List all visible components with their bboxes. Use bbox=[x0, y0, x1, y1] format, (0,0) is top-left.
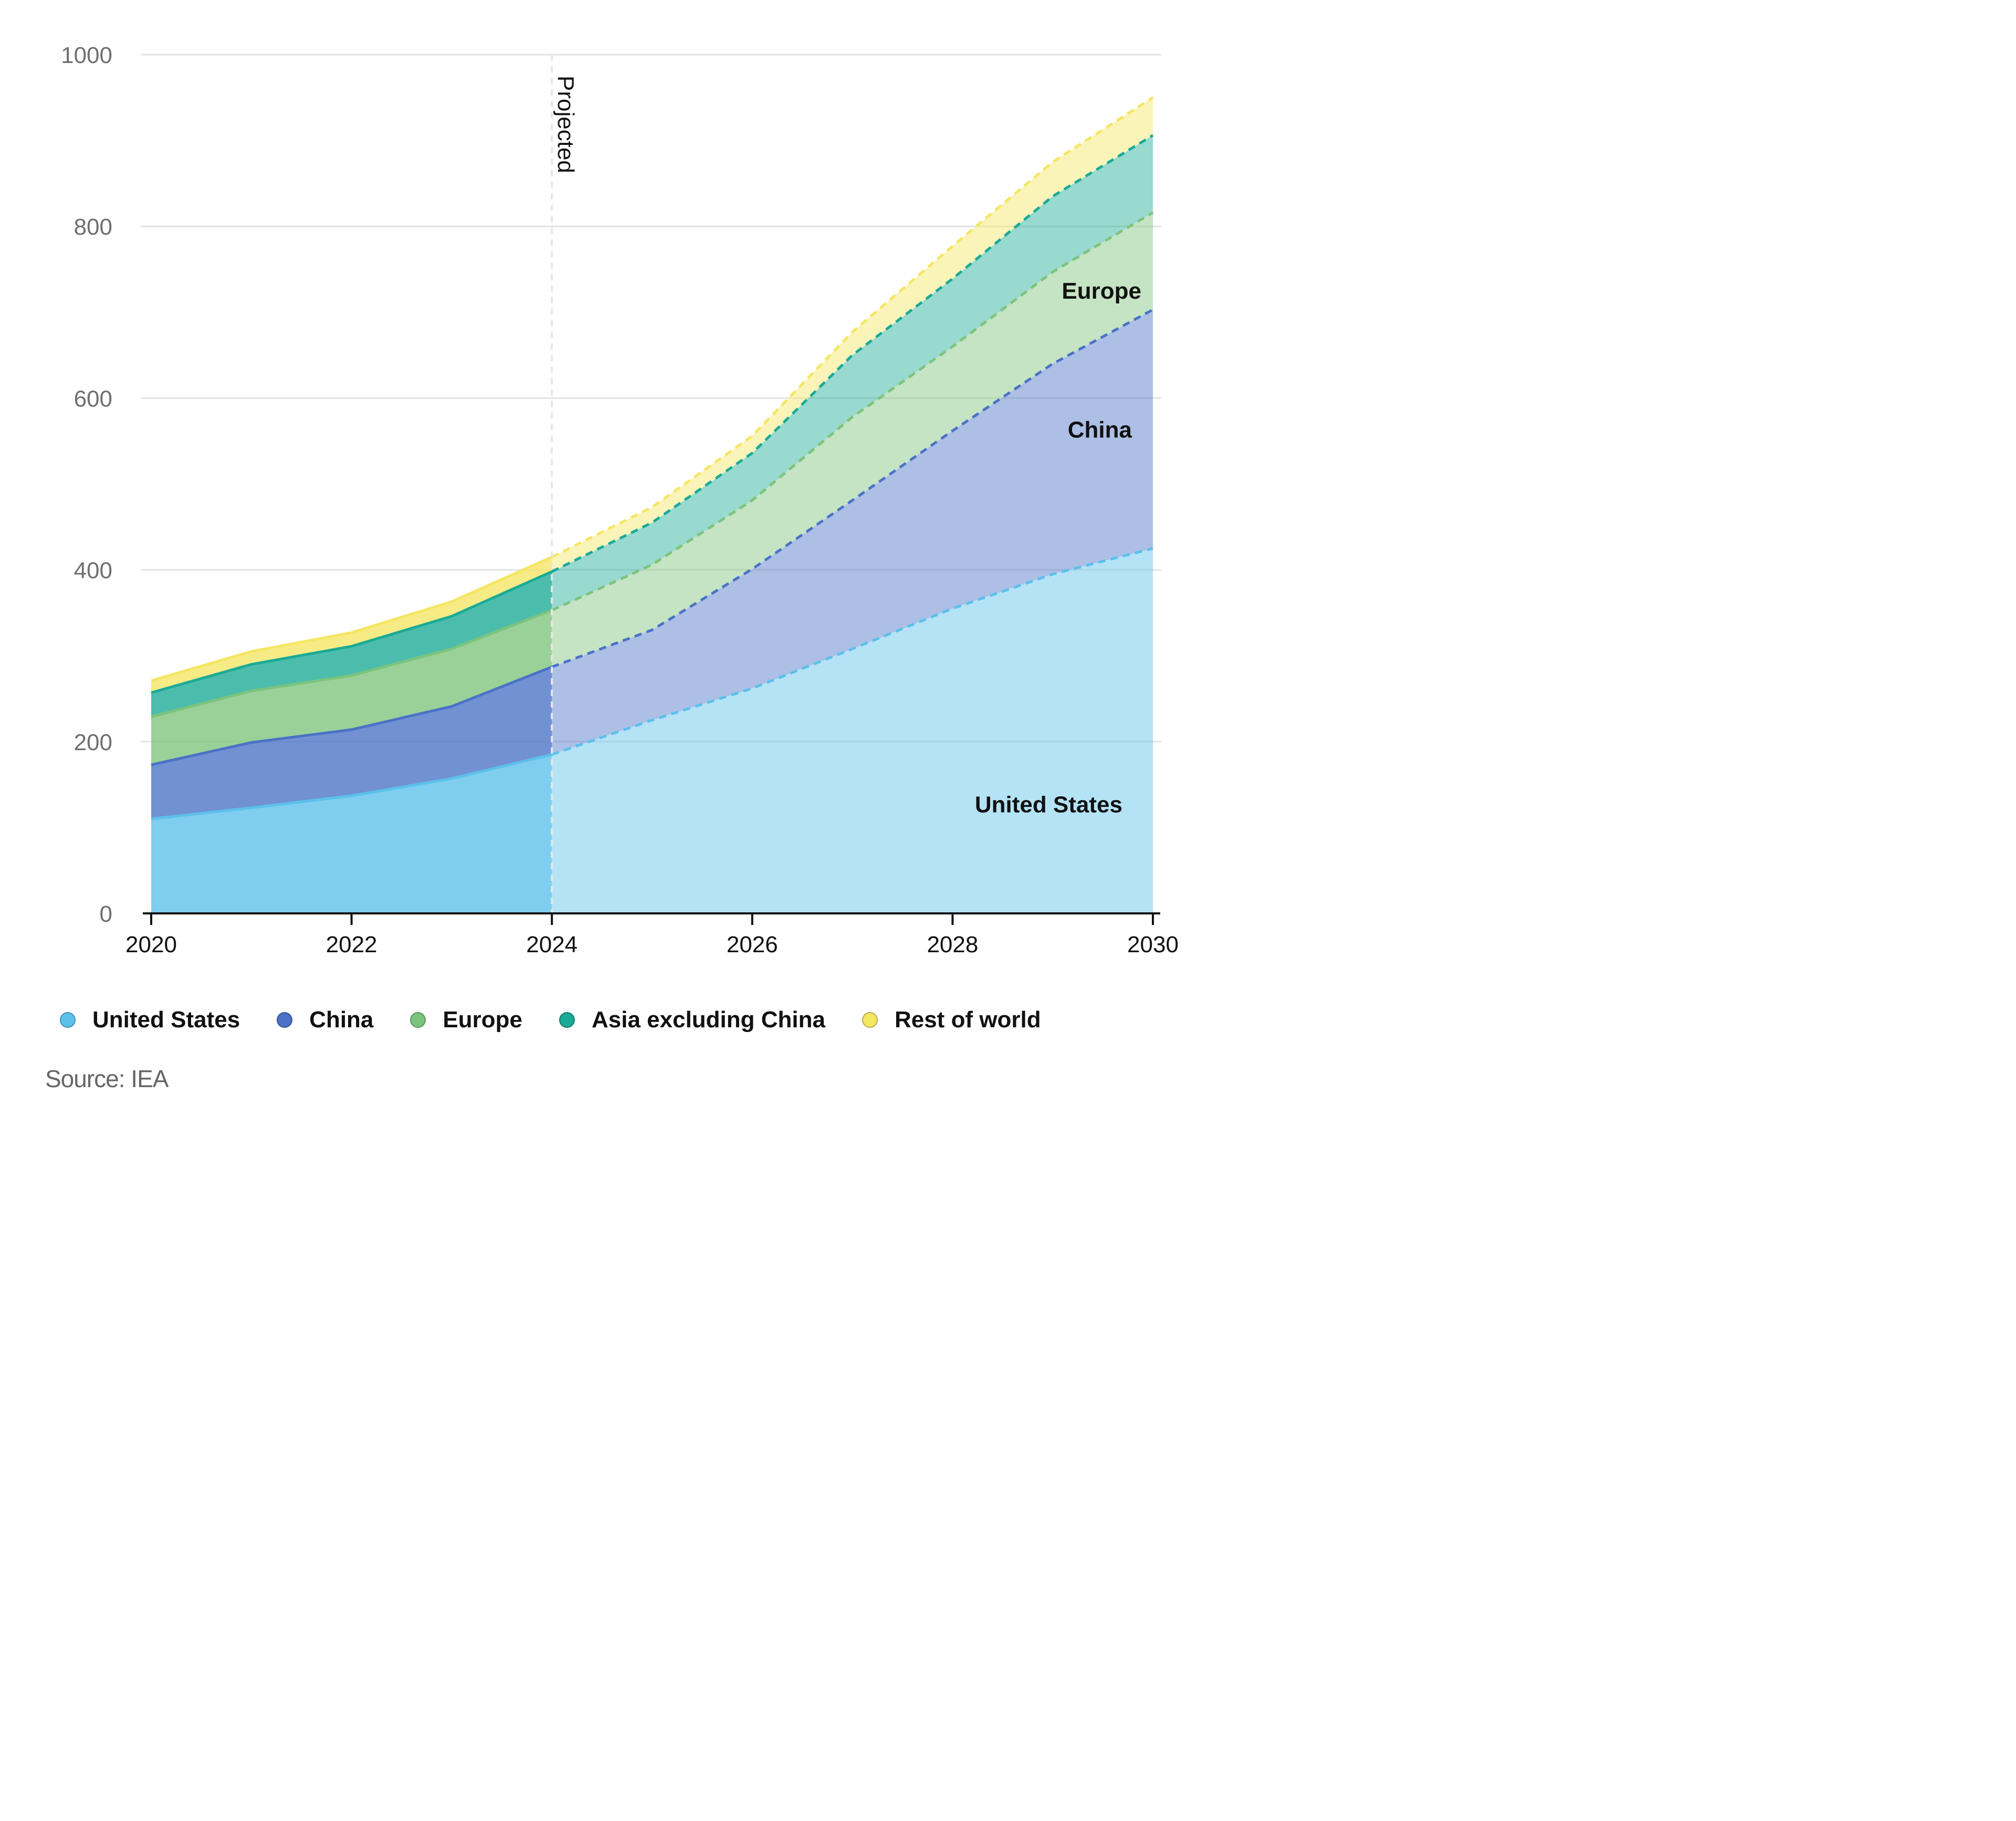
series-lines bbox=[151, 96, 1154, 820]
y-tick-label: 200 bbox=[74, 730, 112, 755]
x-tick-label: 2022 bbox=[326, 932, 377, 957]
legend-label: Europe bbox=[443, 1007, 522, 1033]
area-historical-asia-excluding-china bbox=[151, 571, 552, 717]
x-tick-label: 2020 bbox=[125, 932, 177, 957]
area-historical-china bbox=[151, 667, 552, 819]
series-areas bbox=[151, 97, 1153, 913]
y-tick-label: 400 bbox=[74, 558, 112, 584]
line-projected-united-states bbox=[551, 547, 1153, 756]
area-projected-asia-excluding-china bbox=[552, 135, 1153, 610]
y-tick-label: 600 bbox=[74, 386, 112, 412]
inline-label-china: China bbox=[1068, 417, 1132, 443]
axes bbox=[143, 912, 1160, 925]
legend-label: Asia excluding China bbox=[591, 1007, 825, 1033]
area-historical-rest-of-world bbox=[151, 557, 552, 693]
area-projected-china bbox=[552, 309, 1153, 755]
line-historical-asia-excluding-china bbox=[151, 570, 553, 694]
legend-label: Rest of world bbox=[894, 1007, 1041, 1033]
projected-label: Projected bbox=[553, 76, 579, 173]
line-projected-china bbox=[551, 308, 1154, 668]
legend-swatch-rest-of-world bbox=[862, 1012, 878, 1028]
area-projected-europe bbox=[552, 213, 1153, 667]
inline-label-europe: Europe bbox=[1062, 278, 1141, 304]
legend-item-rest-of-world[interactable]: Rest of world bbox=[862, 1007, 1041, 1033]
x-tick-labels: 2020 2022 2024 2026 2028 2030 bbox=[125, 932, 1179, 957]
area-projected-rest-of-world bbox=[552, 97, 1153, 572]
legend-item-asia-excluding-china[interactable]: Asia excluding China bbox=[559, 1007, 825, 1033]
legend-item-united-states[interactable]: United States bbox=[60, 1007, 240, 1033]
line-projected-europe bbox=[551, 211, 1154, 612]
y-tick-labels: 0 200 400 600 800 1000 bbox=[61, 43, 112, 927]
legend-label: United States bbox=[92, 1007, 240, 1033]
y-tick-label: 1000 bbox=[61, 43, 112, 68]
area-projected-united-states bbox=[552, 548, 1153, 913]
line-historical-rest-of-world bbox=[151, 555, 553, 682]
legend: United States China Europe Asia excludin… bbox=[60, 1007, 1078, 1033]
legend-item-europe[interactable]: Europe bbox=[410, 1007, 522, 1033]
legend-swatch-china bbox=[277, 1012, 293, 1028]
gridlines bbox=[141, 54, 1161, 743]
x-tick-label: 2030 bbox=[1127, 932, 1179, 957]
area-historical-united-states bbox=[151, 754, 552, 913]
legend-swatch-europe bbox=[410, 1012, 426, 1028]
x-tick-label: 2026 bbox=[727, 932, 778, 957]
line-historical-china bbox=[151, 666, 553, 766]
y-tick-label: 800 bbox=[74, 214, 112, 240]
y-tick-label: 0 bbox=[100, 901, 112, 927]
legend-swatch-united-states bbox=[60, 1012, 76, 1028]
legend-swatch-asia-excluding-china bbox=[559, 1012, 575, 1028]
legend-label: China bbox=[309, 1007, 374, 1033]
inline-label-united-states: United States bbox=[975, 792, 1122, 817]
line-historical-europe bbox=[151, 609, 553, 718]
source-note: Source: IEA bbox=[45, 1065, 169, 1092]
line-projected-rest-of-world bbox=[551, 96, 1154, 559]
line-historical-united-states bbox=[151, 753, 552, 820]
x-tick-label: 2028 bbox=[927, 932, 978, 957]
legend-item-china[interactable]: China bbox=[277, 1007, 373, 1033]
x-tick-label: 2024 bbox=[526, 932, 578, 957]
